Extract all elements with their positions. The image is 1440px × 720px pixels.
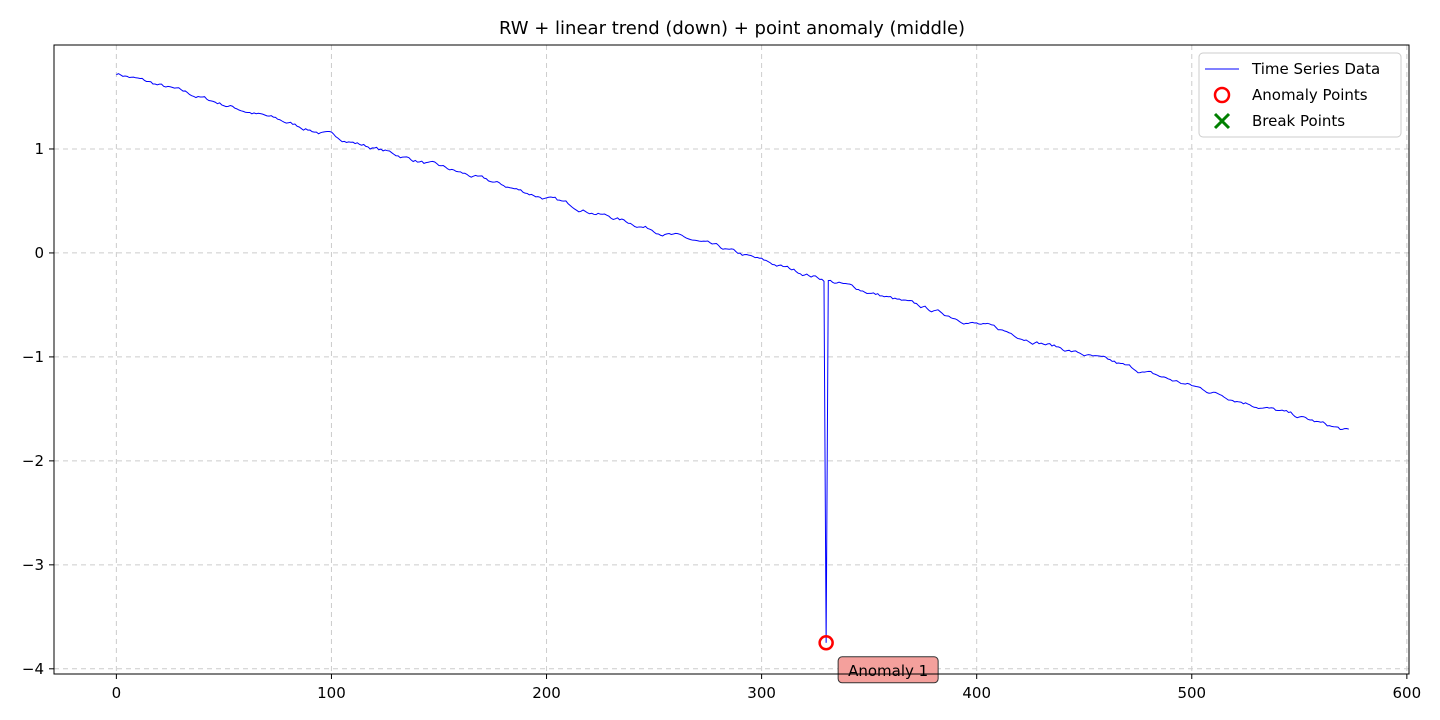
y-tick-label: −2 xyxy=(22,452,44,470)
grid xyxy=(54,45,1409,674)
legend-x-marker xyxy=(1213,112,1231,130)
x-tick-label: 500 xyxy=(1177,684,1206,702)
legend-label: Break Points xyxy=(1252,112,1345,130)
y-tick-label: 1 xyxy=(34,140,44,158)
legend: Time Series Data Anomaly Points Break Poin… xyxy=(1198,52,1402,138)
y-tick-label: −3 xyxy=(22,556,44,574)
series-line xyxy=(116,73,1349,643)
y-tick-label: −4 xyxy=(22,660,44,678)
y-tick-label: −1 xyxy=(22,348,44,366)
annotation-label: Anomaly 1 xyxy=(848,662,928,680)
plot-frame xyxy=(53,44,1410,675)
y-tick-label: 0 xyxy=(34,244,44,262)
ticks: 0 100 200 300 400 500 600 −4 −3 −2 −1 0 1 xyxy=(22,140,1421,702)
legend-circle-marker xyxy=(1213,86,1231,104)
x-tick-label: 200 xyxy=(532,684,561,702)
x-tick-label: 0 xyxy=(112,684,122,702)
anomaly-point xyxy=(818,635,834,651)
series-layer xyxy=(116,73,1349,643)
x-tick-label: 600 xyxy=(1393,684,1422,702)
legend-label: Time Series Data xyxy=(1251,60,1380,78)
x-tick-label: 100 xyxy=(317,684,346,702)
x-tick-label: 300 xyxy=(747,684,776,702)
x-tick-label: 400 xyxy=(962,684,991,702)
chart-title: RW + linear trend (down) + point anomaly… xyxy=(499,18,965,39)
legend-box xyxy=(1198,52,1402,138)
annotation-box xyxy=(837,656,939,684)
anomaly-layer: Anomaly 1 xyxy=(818,635,939,684)
legend-label: Anomaly Points xyxy=(1252,86,1368,104)
